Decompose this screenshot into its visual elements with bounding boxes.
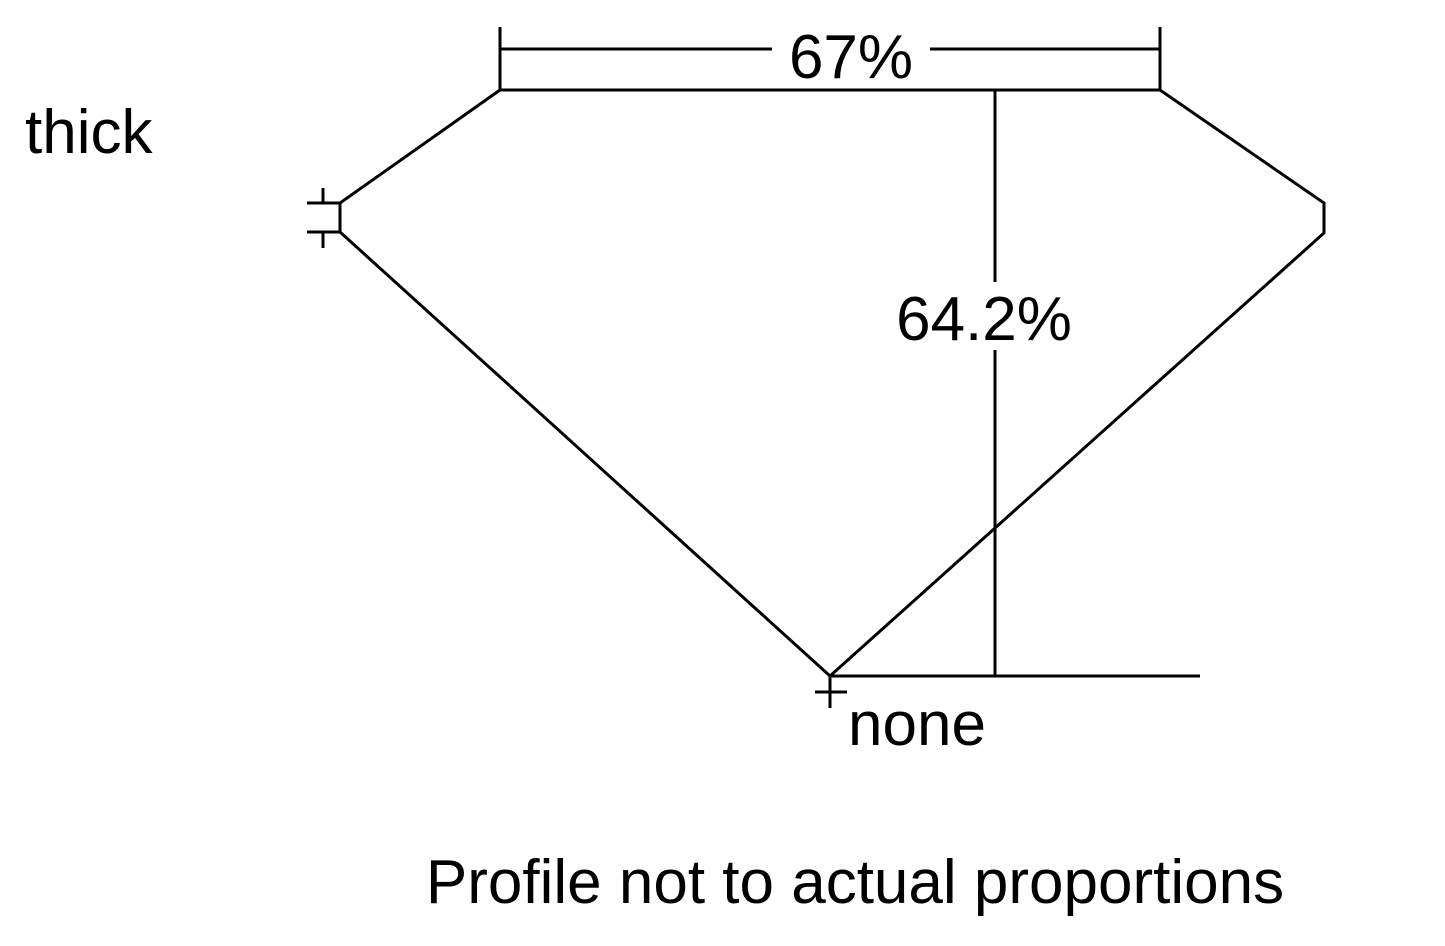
table-dimension-line <box>498 27 1162 90</box>
culet-marker <box>815 676 847 708</box>
girdle-thickness-label: thick <box>25 98 153 167</box>
proportions-note: Profile not to actual proportions <box>426 848 1284 917</box>
depth-percent-label: 64.2% <box>896 285 1072 354</box>
girdle-marker <box>307 188 340 248</box>
gem-outline <box>338 88 1326 679</box>
table-percent-label: 67% <box>789 23 913 92</box>
depth-dimension-line <box>830 90 1200 678</box>
culet-label: none <box>848 690 986 759</box>
